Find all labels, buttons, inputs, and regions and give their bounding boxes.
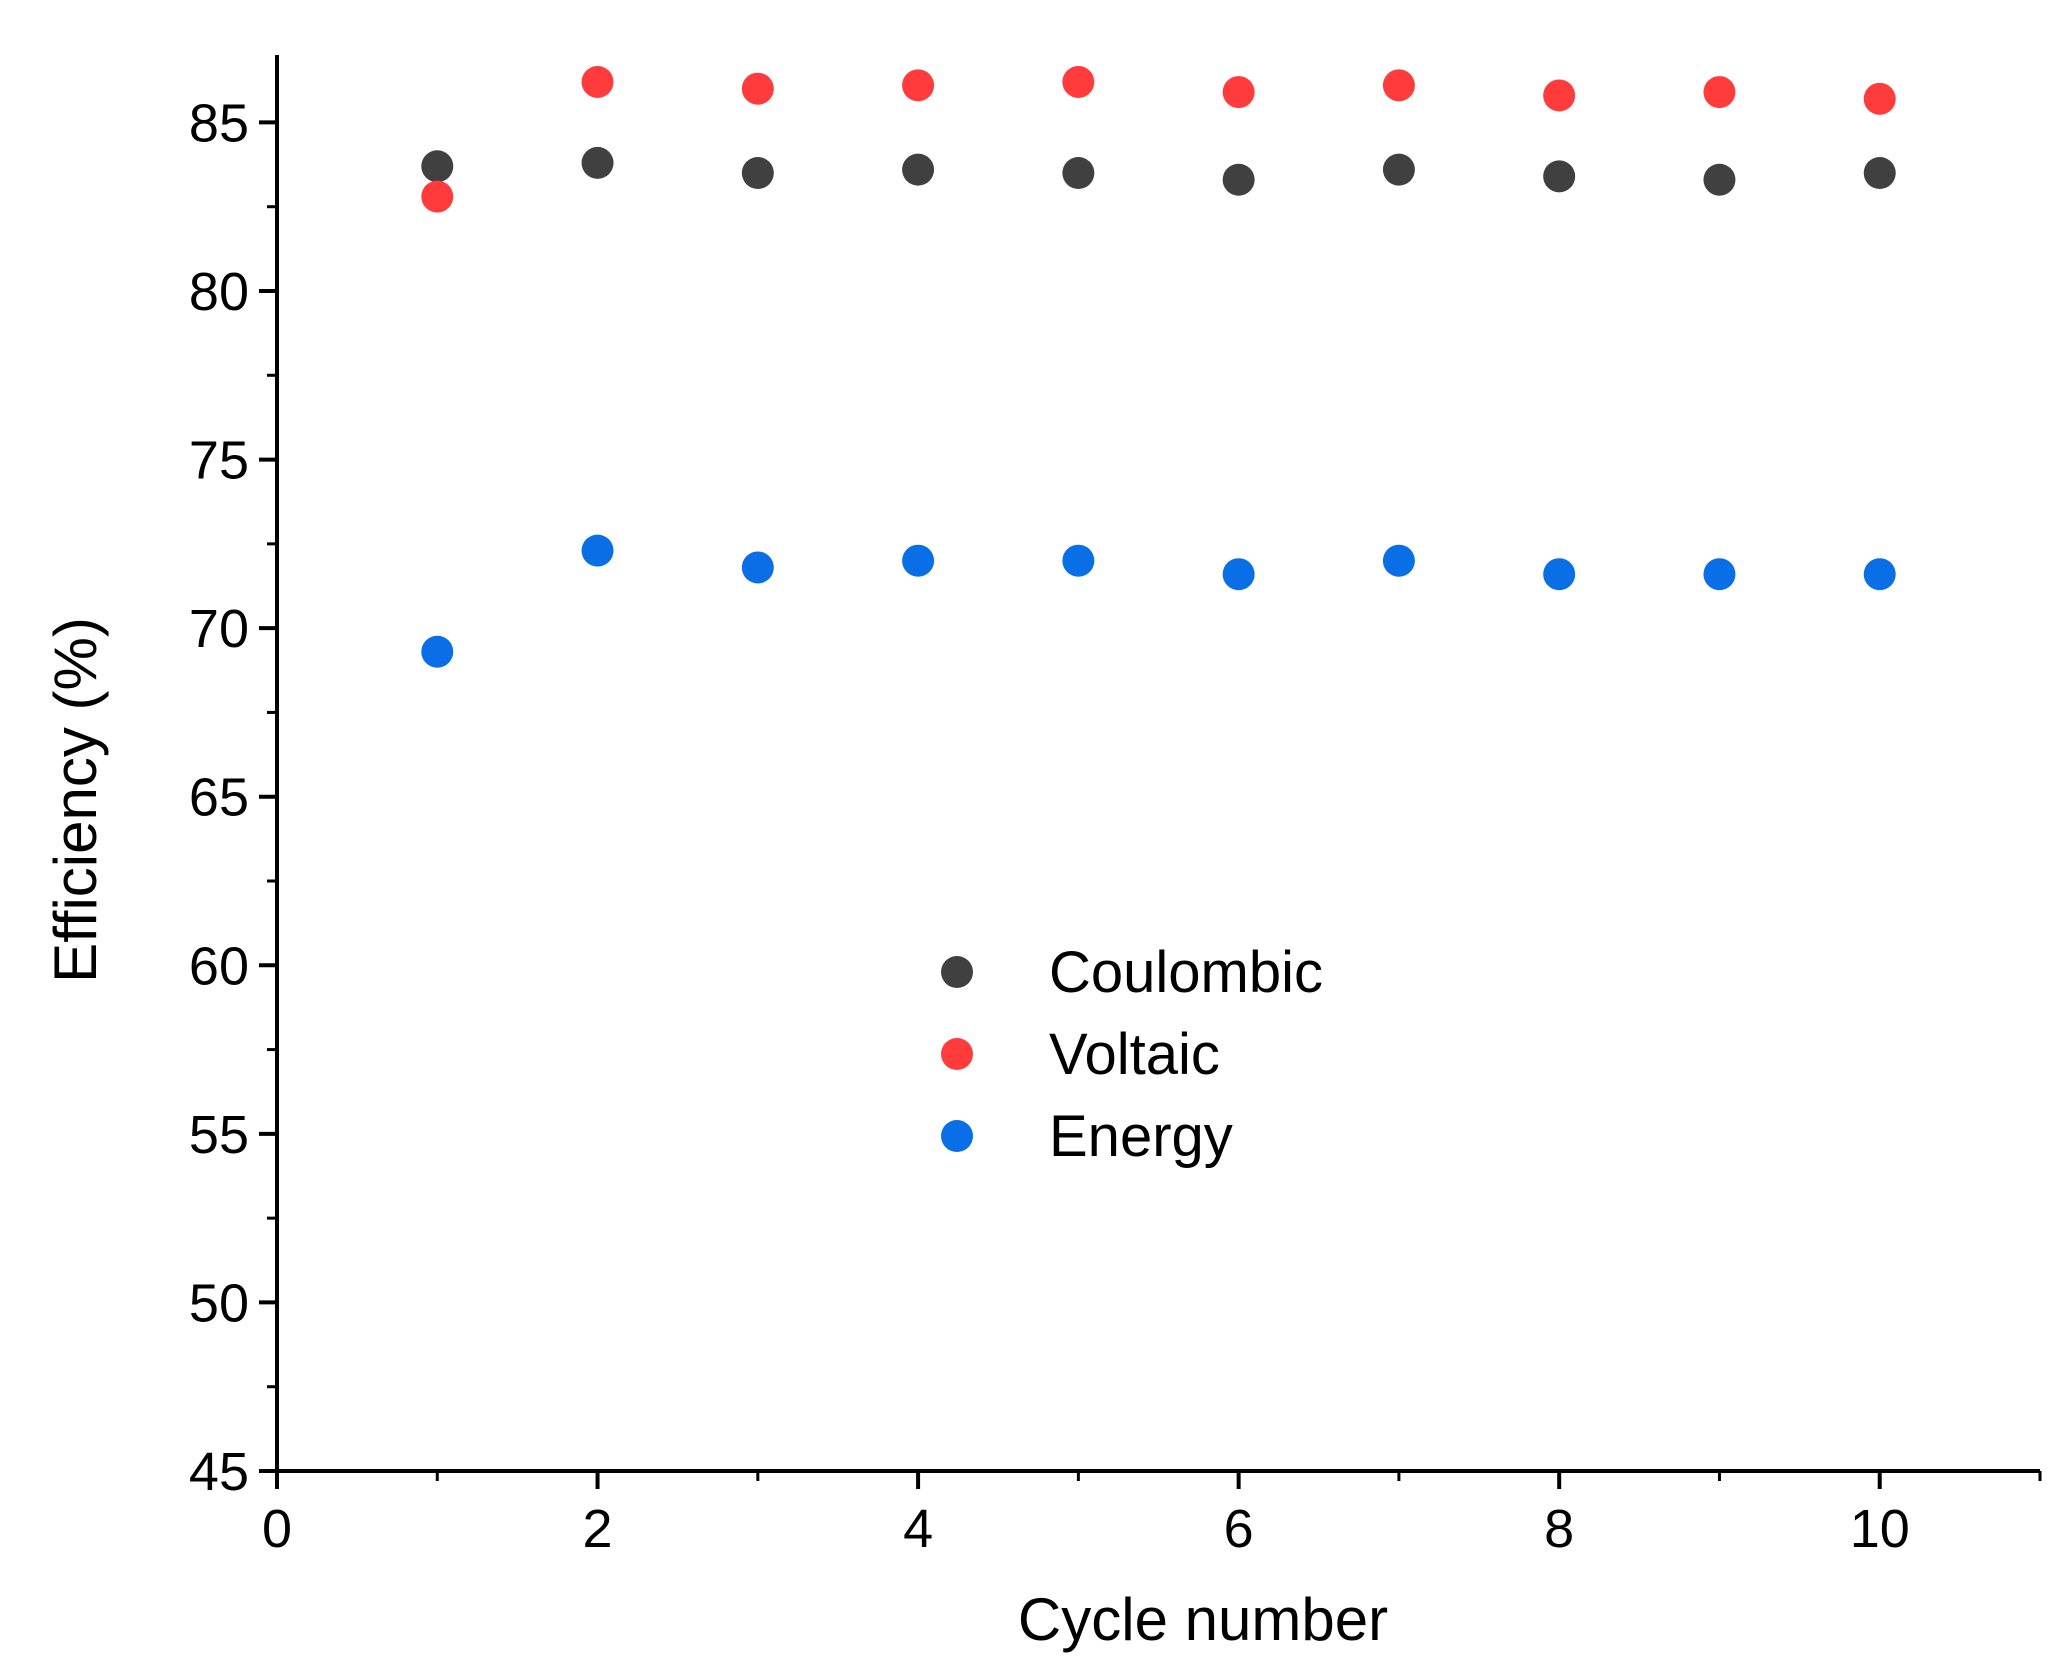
data-point-voltaic bbox=[421, 180, 454, 213]
data-point-energy bbox=[902, 544, 935, 577]
data-point-energy bbox=[581, 534, 614, 567]
x-tick-label: 6 bbox=[1224, 1499, 1254, 1559]
data-point-coulombic bbox=[421, 150, 454, 183]
legend-marker-voltaic bbox=[941, 1038, 973, 1070]
y-tick-label: 55 bbox=[189, 1105, 249, 1165]
data-point-voltaic bbox=[1382, 69, 1415, 102]
data-point-voltaic bbox=[1543, 79, 1576, 112]
data-point-voltaic bbox=[1222, 76, 1255, 109]
y-tick-label: 80 bbox=[189, 262, 249, 322]
x-tick-label: 0 bbox=[262, 1499, 292, 1559]
data-point-coulombic bbox=[581, 146, 614, 179]
x-tick-label: 10 bbox=[1850, 1499, 1910, 1559]
data-point-energy bbox=[741, 551, 774, 584]
legend-label-energy: Energy bbox=[1049, 1104, 1233, 1169]
data-point-coulombic bbox=[1863, 157, 1896, 189]
data-point-coulombic bbox=[902, 153, 935, 186]
x-tick-label: 4 bbox=[903, 1499, 933, 1559]
data-point-voltaic bbox=[902, 69, 935, 102]
legend: Coulombic Voltaic Energy bbox=[941, 940, 1323, 1169]
y-tick-label: 65 bbox=[189, 768, 249, 828]
legend-label-coulombic: Coulombic bbox=[1049, 940, 1323, 1005]
legend-marker-energy bbox=[941, 1120, 973, 1152]
data-point-energy bbox=[1863, 558, 1896, 591]
data-points bbox=[421, 65, 1896, 668]
y-tick-label: 75 bbox=[189, 431, 249, 491]
tick-labels: 0 2 4 6 8 10 45 50 55 60 65 70 75 80 85 bbox=[189, 93, 1910, 1559]
y-tick-label: 45 bbox=[189, 1442, 249, 1502]
x-tick-label: 8 bbox=[1544, 1499, 1574, 1559]
data-point-coulombic bbox=[1703, 163, 1736, 196]
legend-label-voltaic: Voltaic bbox=[1049, 1022, 1220, 1087]
x-tick-label: 2 bbox=[583, 1499, 613, 1559]
tick-marks bbox=[259, 120, 2042, 1489]
data-point-energy bbox=[1222, 558, 1255, 591]
data-point-voltaic bbox=[741, 72, 774, 105]
data-point-voltaic bbox=[1062, 65, 1095, 98]
data-point-coulombic bbox=[741, 157, 774, 189]
y-axis-title: Efficiency (%) bbox=[42, 617, 109, 983]
data-point-energy bbox=[1382, 544, 1415, 577]
y-tick-label: 70 bbox=[189, 599, 249, 659]
data-point-coulombic bbox=[1382, 153, 1415, 186]
data-point-coulombic bbox=[1222, 163, 1255, 196]
data-point-voltaic bbox=[1703, 76, 1736, 109]
data-point-energy bbox=[1703, 558, 1736, 591]
y-tick-label: 50 bbox=[189, 1273, 249, 1333]
data-point-coulombic bbox=[1543, 160, 1576, 193]
legend-marker-coulombic bbox=[941, 956, 973, 988]
data-point-energy bbox=[421, 635, 454, 668]
data-point-energy bbox=[1062, 544, 1095, 577]
data-point-energy bbox=[1543, 558, 1576, 591]
data-point-coulombic bbox=[1062, 157, 1095, 189]
x-axis-title: Cycle number bbox=[1018, 1586, 1388, 1653]
data-point-voltaic bbox=[581, 65, 614, 98]
data-point-voltaic bbox=[1863, 82, 1896, 115]
axes bbox=[275, 55, 2040, 1473]
y-tick-label: 85 bbox=[189, 93, 249, 153]
y-tick-label: 60 bbox=[189, 936, 249, 996]
